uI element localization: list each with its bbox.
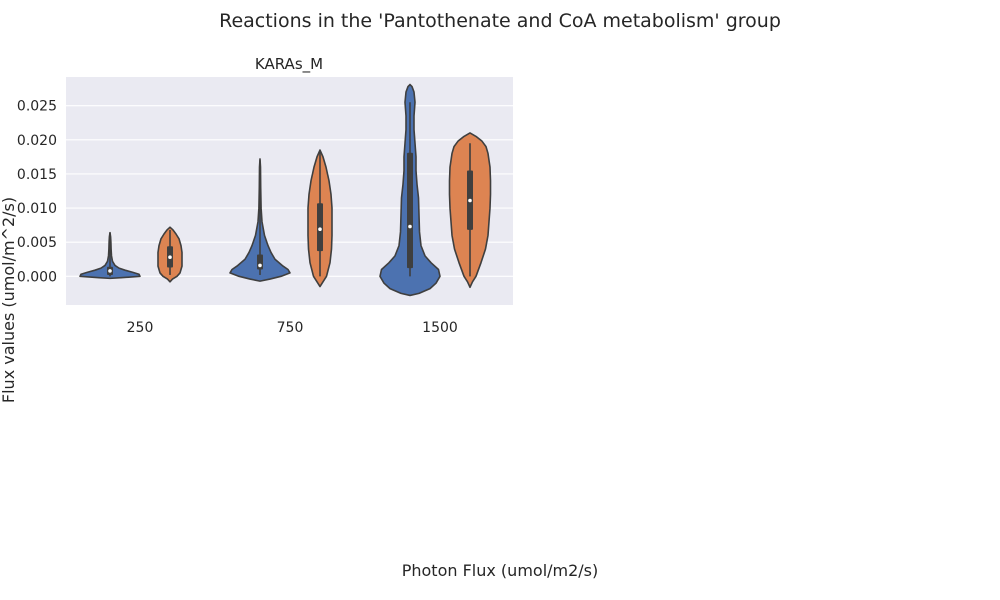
figure-title: Reactions in the 'Pantothenate and CoA m… [219, 10, 781, 32]
violin-iqr-box [317, 203, 323, 252]
violin-median-marker [108, 269, 112, 273]
x-tick-label: 250 [127, 320, 154, 336]
y-tick-label: 0.000 [17, 269, 57, 285]
violin-median-marker [168, 255, 172, 260]
violin-median-marker [258, 263, 262, 268]
y-tick-label: 0.010 [17, 201, 57, 217]
plot-area [66, 77, 513, 305]
violin-median-marker [408, 224, 412, 229]
y-tick-label: 0.025 [17, 99, 57, 115]
x-tick-labels: 250 750 1500 [127, 320, 458, 336]
x-tick-label: 1500 [422, 320, 458, 336]
y-tick-label: 0.005 [17, 235, 57, 251]
y-tick-labels: 0.000 0.005 0.010 0.015 0.020 0.025 [17, 99, 57, 286]
x-tick-label: 750 [277, 320, 304, 336]
violin-layer [79, 83, 492, 297]
subplot-title: KARAs_M [255, 55, 323, 74]
x-axis-label: Photon Flux (umol/m2/s) [402, 561, 599, 580]
violin-iqr-box [257, 254, 263, 270]
violin-median-marker [468, 198, 472, 203]
violin-median-marker [318, 227, 322, 232]
violin-iqr-box [407, 152, 413, 269]
y-tick-label: 0.015 [17, 167, 57, 183]
y-axis-label: Flux values (umol/m^2/s) [0, 197, 18, 403]
y-tick-label: 0.020 [17, 133, 57, 149]
